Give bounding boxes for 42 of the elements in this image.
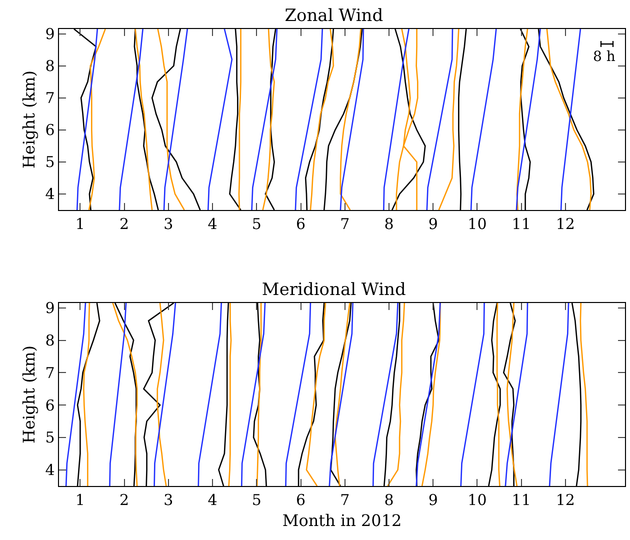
y-tick-label: 6 <box>45 396 55 414</box>
x-tick-label: 2 <box>120 215 130 234</box>
x-tick-label: 7 <box>340 215 350 234</box>
x-tick-label: 5 <box>252 491 262 510</box>
x-tick-label: 11 <box>512 491 531 510</box>
chart-title: Zonal Wind <box>284 6 384 26</box>
y-tick-label: 9 <box>45 25 55 44</box>
x-tick-label: 11 <box>512 215 531 234</box>
annotation: 8 h <box>593 49 616 65</box>
y-tick-label: 5 <box>45 153 55 172</box>
chart-title: Meridional Wind <box>262 280 406 300</box>
y-axis-title: Height (km) <box>19 70 38 168</box>
x-tick-label: 10 <box>468 215 487 234</box>
x-axis-title: Month in 2012 <box>282 510 402 530</box>
y-tick-label: 5 <box>45 428 55 447</box>
y-tick-label: 7 <box>45 364 55 382</box>
x-tick-label: 8 <box>384 491 394 510</box>
x-tick-label: 3 <box>164 215 174 234</box>
x-tick-label: 12 <box>556 491 575 510</box>
y-tick-label: 8 <box>45 57 55 76</box>
x-tick-label: 9 <box>428 215 438 234</box>
x-tick-label: 9 <box>428 491 438 510</box>
x-tick-label: 10 <box>468 491 487 510</box>
x-tick-label: 4 <box>208 491 218 510</box>
y-tick-label: 4 <box>45 185 55 204</box>
x-tick-label: 6 <box>296 491 306 510</box>
y-tick-label: 7 <box>45 89 55 108</box>
x-tick-label: 12 <box>556 215 575 234</box>
x-tick-label: 2 <box>120 491 130 510</box>
x-tick-label: 7 <box>340 491 350 510</box>
x-tick-label: 8 <box>384 215 394 234</box>
y-axis-title: Height (km) <box>19 346 38 444</box>
x-tick-label: 3 <box>164 491 174 510</box>
x-tick-label: 6 <box>296 215 306 234</box>
y-tick-label: 6 <box>45 121 55 140</box>
x-tick-label: 5 <box>252 215 262 234</box>
x-tick-label: 1 <box>75 215 85 234</box>
y-tick-label: 9 <box>45 299 55 318</box>
y-tick-label: 8 <box>45 332 55 350</box>
x-tick-label: 1 <box>75 491 85 510</box>
x-tick-label: 4 <box>208 215 218 234</box>
y-tick-label: 4 <box>45 461 55 480</box>
